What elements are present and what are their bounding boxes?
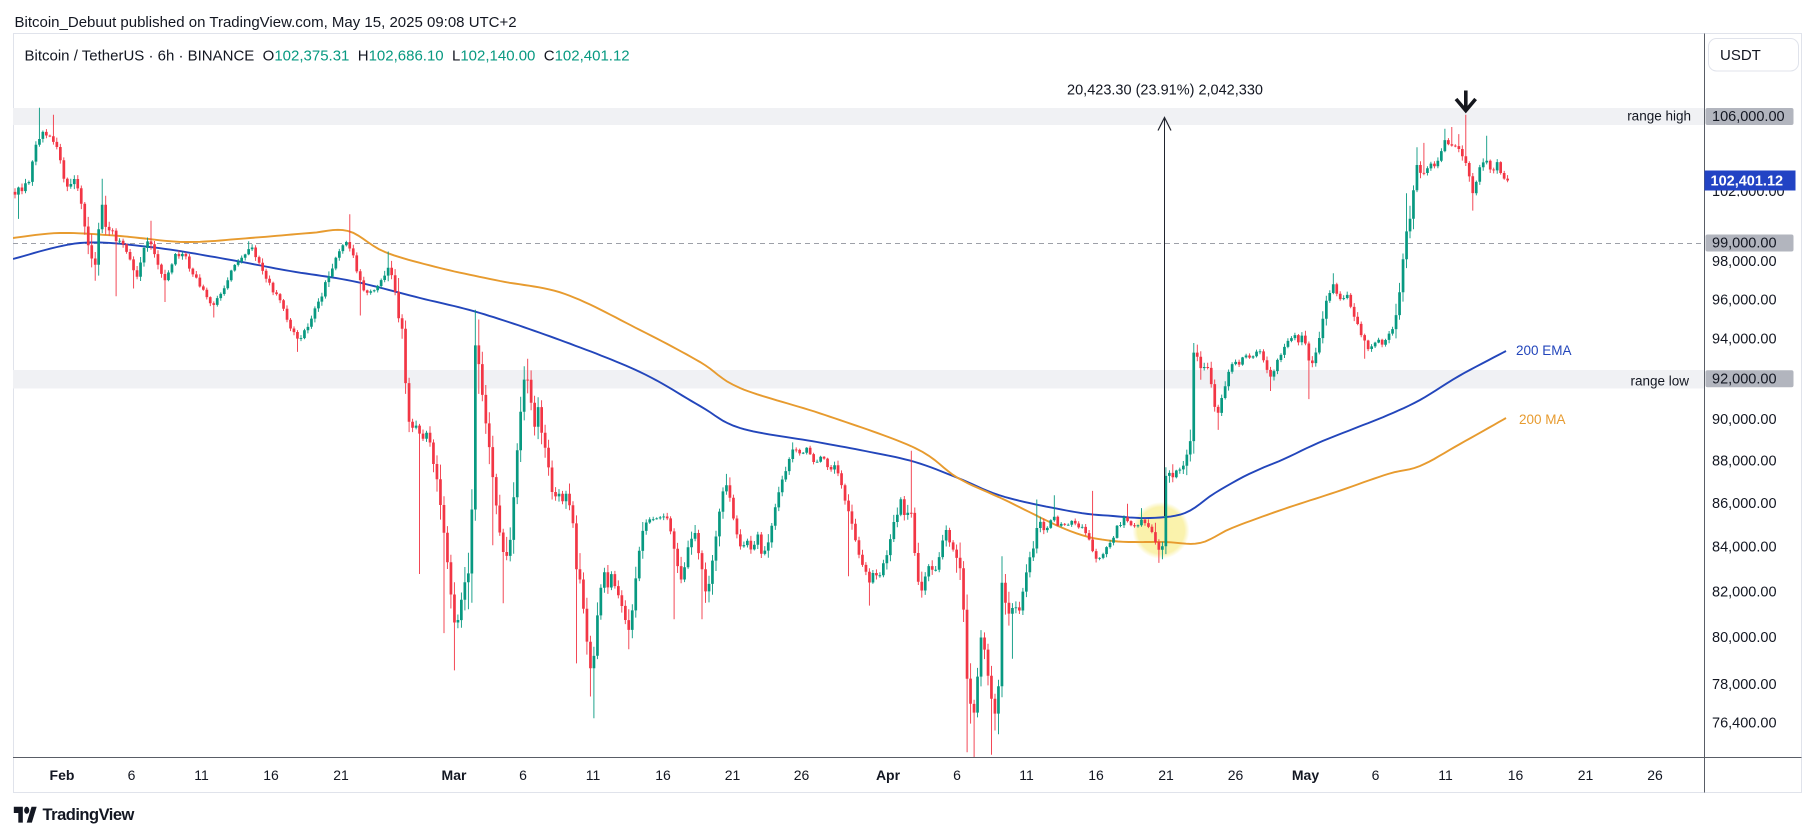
svg-text:Bitcoin_Debuut published on Tr: Bitcoin_Debuut published on TradingView.… [15, 14, 517, 31]
svg-text:6: 6 [519, 767, 527, 783]
svg-text:200 EMA: 200 EMA [1516, 343, 1572, 358]
svg-text:TradingView: TradingView [43, 806, 135, 824]
svg-text:76,400.00: 76,400.00 [1712, 715, 1777, 731]
svg-text:88,000.00: 88,000.00 [1712, 454, 1777, 470]
svg-text:21: 21 [1158, 767, 1174, 783]
svg-text:84,000.00: 84,000.00 [1712, 540, 1777, 556]
svg-text:26: 26 [794, 767, 810, 783]
svg-text:11: 11 [194, 767, 209, 783]
svg-text:6: 6 [1372, 767, 1380, 783]
svg-text:92,000.00: 92,000.00 [1712, 372, 1777, 388]
svg-text:94,000.00: 94,000.00 [1712, 331, 1777, 347]
svg-text:range high: range high [1627, 109, 1691, 124]
svg-text:80,000.00: 80,000.00 [1712, 630, 1777, 646]
svg-text:Apr: Apr [876, 767, 901, 783]
svg-text:106,000.00: 106,000.00 [1712, 109, 1785, 125]
svg-text:16: 16 [1088, 767, 1104, 783]
svg-text:82,000.00: 82,000.00 [1712, 584, 1777, 600]
svg-text:Feb: Feb [50, 767, 75, 783]
svg-text:Bitcoin / TetherUS · 6h · BINA: Bitcoin / TetherUS · 6h · BINANCE O102,3… [25, 47, 630, 64]
svg-text:99,000.00: 99,000.00 [1712, 236, 1777, 252]
svg-text:USDT: USDT [1720, 47, 1761, 64]
svg-text:96,000.00: 96,000.00 [1712, 292, 1777, 308]
svg-text:86,000.00: 86,000.00 [1712, 496, 1777, 512]
svg-text:6: 6 [953, 767, 961, 783]
svg-text:11: 11 [1438, 767, 1453, 783]
svg-text:range low: range low [1630, 374, 1689, 389]
svg-text:26: 26 [1228, 767, 1244, 783]
svg-text:98,000.00: 98,000.00 [1712, 254, 1777, 270]
svg-text:16: 16 [263, 767, 279, 783]
svg-text:20,423.30 (23.91%) 2,042,330: 20,423.30 (23.91%) 2,042,330 [1067, 83, 1263, 99]
svg-text:21: 21 [333, 767, 349, 783]
svg-text:11: 11 [586, 767, 601, 783]
svg-text:102,000.00: 102,000.00 [1712, 184, 1785, 200]
svg-text:21: 21 [1578, 767, 1594, 783]
svg-text:26: 26 [1647, 767, 1663, 783]
svg-text:11: 11 [1019, 767, 1034, 783]
svg-text:102,401.12: 102,401.12 [1711, 174, 1784, 190]
svg-text:21: 21 [725, 767, 741, 783]
svg-text:78,000.00: 78,000.00 [1712, 677, 1777, 693]
svg-text:16: 16 [655, 767, 671, 783]
svg-text:16: 16 [1508, 767, 1524, 783]
svg-text:Mar: Mar [442, 767, 467, 783]
svg-text:200 MA: 200 MA [1519, 412, 1566, 427]
svg-text:90,000.00: 90,000.00 [1712, 412, 1777, 428]
svg-text:May: May [1292, 767, 1319, 783]
svg-text:6: 6 [128, 767, 136, 783]
